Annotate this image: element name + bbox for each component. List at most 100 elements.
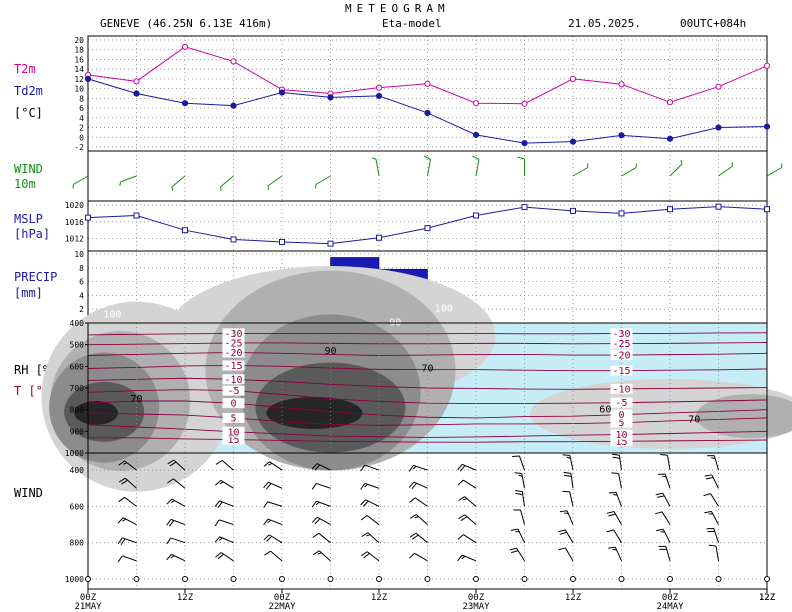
barb-flag xyxy=(510,528,519,531)
wind-profile-barb xyxy=(360,499,380,507)
barb-shaft xyxy=(615,492,622,507)
barb-shaft xyxy=(220,175,234,188)
td2m-point xyxy=(181,100,189,107)
barb-flag xyxy=(655,492,663,496)
mslp-unit-label: [hPa] xyxy=(14,227,51,241)
temp-tick-label: 4 xyxy=(79,114,84,123)
barb-flag xyxy=(360,515,368,521)
precip-tick-label: 2 xyxy=(79,305,84,314)
rh-contour-label: 70 xyxy=(421,364,433,375)
td2m-point xyxy=(84,75,92,83)
barb-flag xyxy=(267,519,272,524)
temp-tick-label: 16 xyxy=(74,55,84,64)
wind-profile-barb xyxy=(457,479,477,489)
station-name: GENEVE (46.25N 6.13E 416m) xyxy=(100,17,273,30)
barb-flag xyxy=(414,516,419,519)
mslp-point xyxy=(715,203,722,210)
barb-shaft xyxy=(316,500,331,507)
barb-flag xyxy=(608,546,616,549)
barb-flag xyxy=(704,510,712,514)
barb-flag xyxy=(217,553,224,560)
barb-shaft xyxy=(613,511,622,525)
td2m-point xyxy=(278,89,286,96)
barb-shaft xyxy=(415,514,428,525)
barb-flag xyxy=(457,554,463,562)
barb-shaft xyxy=(124,496,137,507)
temp-contour-label-bg xyxy=(222,347,245,358)
barb-shaft xyxy=(572,167,588,177)
barb-shaft xyxy=(219,536,234,544)
barb-flag xyxy=(219,186,222,191)
wind-profile-barb xyxy=(656,528,671,543)
barb-shaft xyxy=(366,515,380,525)
barb-flag xyxy=(517,156,525,160)
td2m-point xyxy=(666,135,674,142)
wind-profile-barb xyxy=(606,529,622,543)
mslp-point xyxy=(521,204,528,211)
barb-shaft xyxy=(427,159,431,177)
wind-profile-barb xyxy=(707,455,719,471)
barb-shaft xyxy=(375,159,380,177)
wind10m-barb xyxy=(119,175,137,186)
temp-contour-label-bg xyxy=(610,365,633,376)
mslp-point xyxy=(85,214,91,221)
barb-shaft xyxy=(463,479,477,489)
wind-profile-barb xyxy=(263,518,283,526)
wind-profile-barb xyxy=(166,498,186,507)
td2m-point xyxy=(763,123,771,130)
t2m-point xyxy=(375,84,383,91)
mslp-point xyxy=(473,212,479,219)
x-tick-label: 00Z xyxy=(468,593,485,603)
mslp-point xyxy=(570,207,576,214)
barb-flag xyxy=(263,534,270,541)
barb-shaft xyxy=(414,552,428,562)
barb-shaft xyxy=(316,482,331,489)
temp-tick-label: 6 xyxy=(79,104,84,113)
barb-flag xyxy=(409,532,417,538)
temp-contour-label: -10 xyxy=(612,384,630,395)
wind-profile-barb xyxy=(559,510,574,525)
temp-contour-label-bg xyxy=(610,409,633,420)
temp-contour xyxy=(87,365,768,372)
barb-flag xyxy=(119,181,122,186)
wind-profile-barb xyxy=(118,460,137,471)
barb-flag xyxy=(459,465,466,472)
wind-profile-barb xyxy=(408,481,428,490)
calm-wind-circle xyxy=(182,576,188,582)
barb-flag xyxy=(360,483,366,490)
wind-profile-barb xyxy=(312,550,331,562)
temp-contour xyxy=(88,437,768,443)
barb-shaft xyxy=(73,175,89,185)
temp-contour xyxy=(87,424,768,438)
barb-flag xyxy=(312,532,320,538)
barb-flag xyxy=(167,459,175,465)
wind-profile-barb xyxy=(706,527,719,543)
barb-flag xyxy=(263,461,270,467)
wind-profile-barb xyxy=(562,454,574,471)
barb-flag xyxy=(169,520,175,527)
td2m-label: Td2m xyxy=(14,84,43,98)
barb-flag xyxy=(662,475,667,478)
barb-flag xyxy=(680,159,683,165)
barb-flag xyxy=(657,495,665,498)
calm-wind-circle xyxy=(85,576,91,582)
pressure-tick-label: 400 xyxy=(70,319,85,328)
wind-profile-barb xyxy=(166,537,186,545)
barb-flag xyxy=(408,552,415,559)
wind-profile-tick-label: 600 xyxy=(70,502,85,511)
temp-contour-label: -20 xyxy=(224,348,242,359)
barb-shaft xyxy=(221,459,234,471)
temp-contour-label-bg xyxy=(610,383,633,394)
barb-flag xyxy=(120,538,126,546)
mslp-tick-label: 1012 xyxy=(65,235,84,244)
barb-flag xyxy=(219,481,224,485)
barb-flag xyxy=(215,479,222,486)
wind-profile-barb xyxy=(263,534,283,544)
calm-wind-circle xyxy=(715,576,722,582)
temp-contour-label-bg xyxy=(222,412,245,423)
barb-shaft xyxy=(173,478,186,489)
wind-profile-barb xyxy=(360,515,380,525)
barb-flag xyxy=(214,500,220,507)
barb-flag xyxy=(118,477,126,483)
